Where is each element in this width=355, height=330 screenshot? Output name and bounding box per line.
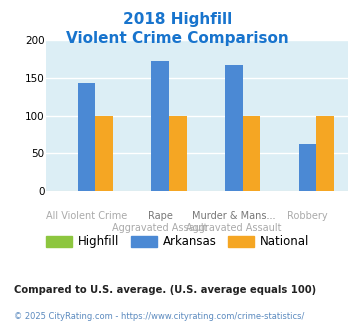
- Bar: [169, 115, 187, 191]
- Text: Robbery: Robbery: [287, 211, 328, 221]
- Text: Compared to U.S. average. (U.S. average equals 100): Compared to U.S. average. (U.S. average …: [14, 285, 316, 295]
- Text: Aggravated Assault: Aggravated Assault: [113, 223, 208, 233]
- Text: All Violent Crime: All Violent Crime: [46, 211, 127, 221]
- Text: Violent Crime Comparison: Violent Crime Comparison: [66, 31, 289, 46]
- Bar: [151, 61, 169, 191]
- Text: Murder & Mans...: Murder & Mans...: [192, 211, 275, 221]
- Text: Aggravated Assault: Aggravated Assault: [186, 223, 282, 233]
- Bar: [243, 115, 261, 191]
- Legend: Highfill, Arkansas, National: Highfill, Arkansas, National: [41, 231, 314, 253]
- Bar: [95, 115, 113, 191]
- Bar: [317, 115, 334, 191]
- Bar: [299, 144, 317, 191]
- Bar: [225, 65, 243, 191]
- Text: Rape: Rape: [148, 211, 173, 221]
- Text: © 2025 CityRating.com - https://www.cityrating.com/crime-statistics/: © 2025 CityRating.com - https://www.city…: [14, 312, 305, 321]
- Text: 2018 Highfill: 2018 Highfill: [123, 12, 232, 26]
- Bar: [77, 83, 95, 191]
